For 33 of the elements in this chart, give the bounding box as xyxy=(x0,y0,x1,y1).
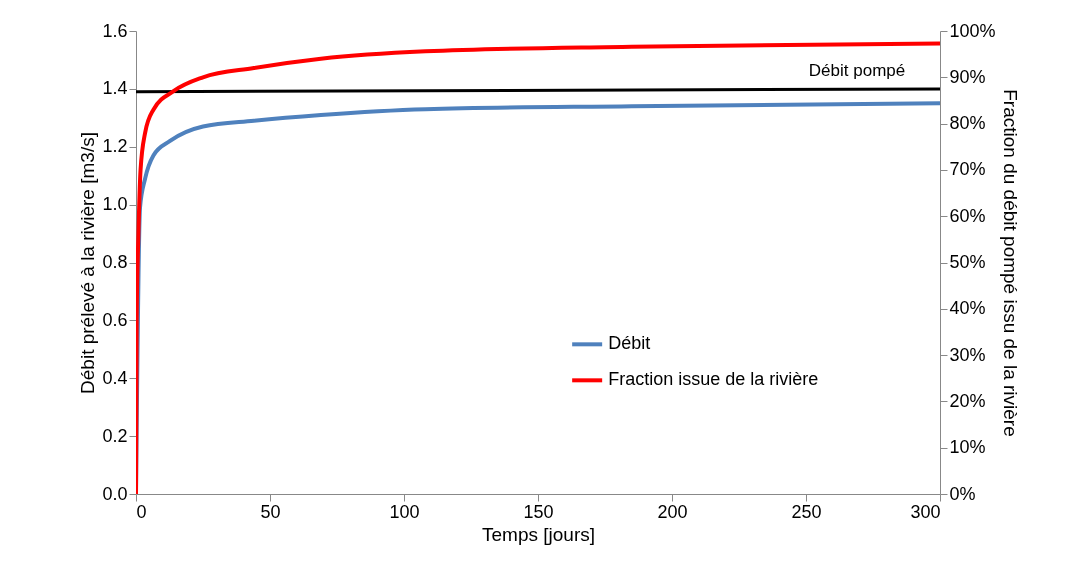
y2-tick-label: 60% xyxy=(949,205,986,226)
x-axis-title: Temps [jours] xyxy=(482,523,595,545)
y2-tick-label: 90% xyxy=(949,66,986,87)
x-tick-label: 50 xyxy=(260,501,281,522)
x-tick-label: 250 xyxy=(791,501,822,522)
y2-tick-label: 40% xyxy=(949,298,986,319)
x-tick-label: 150 xyxy=(523,501,554,522)
x-tick-label: 200 xyxy=(657,501,688,522)
y-tick-label: 1.0 xyxy=(102,194,128,215)
y-axis-title: Débit prélevé à la rivière [m3/s] xyxy=(77,132,99,394)
y2-tick-label: 80% xyxy=(949,113,986,134)
y2-tick-label: 50% xyxy=(949,252,986,272)
y-tick-label: 1.2 xyxy=(102,136,128,157)
y2-tick-label: 20% xyxy=(949,390,986,411)
y2-tick-label: 0% xyxy=(949,483,976,504)
y2-tick-label: 70% xyxy=(949,159,986,180)
y-tick-label: 0.2 xyxy=(102,425,128,446)
annotation: Débit pompé xyxy=(808,61,906,80)
y2-tick-label: 10% xyxy=(949,437,986,458)
x-tick-label: 100 xyxy=(389,501,420,522)
y-tick-label: 1.4 xyxy=(102,78,128,99)
y-tick-label: 0.6 xyxy=(102,309,128,330)
x-tick-label: 0 xyxy=(136,501,147,522)
x-tick-label: 300 xyxy=(910,501,941,522)
legend-label: Débit xyxy=(608,333,651,354)
y-tick-label: 1.6 xyxy=(102,20,128,41)
y-tick-label: 0.8 xyxy=(102,252,128,272)
y2-tick-label: 30% xyxy=(949,344,986,365)
y2-axis-title: Fraction du débit pompé issu de la rivière xyxy=(999,89,1021,437)
y2-tick-label: 100% xyxy=(949,20,996,41)
y-tick-label: 0.4 xyxy=(102,367,128,388)
legend-label: Fraction issue de la rivière xyxy=(608,369,819,390)
y-tick-label: 0.0 xyxy=(102,483,128,504)
